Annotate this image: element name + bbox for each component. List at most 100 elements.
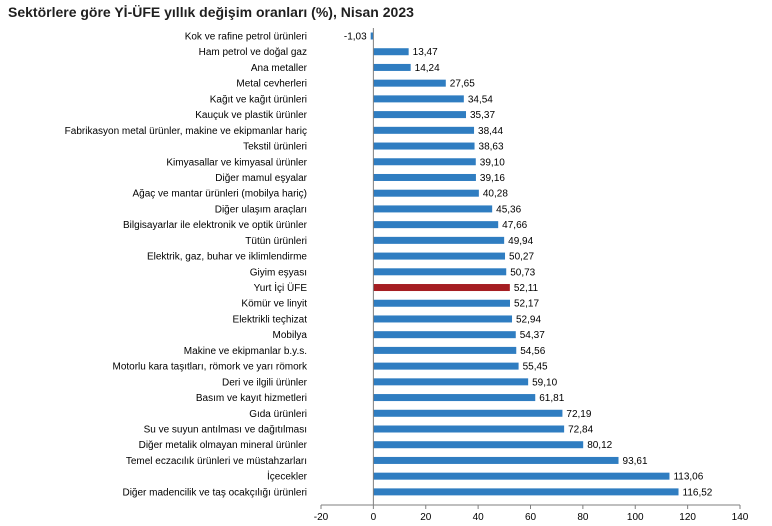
x-tick-label: 40 [473, 512, 485, 523]
category-label: Fabrikasyon metal ürünler, makine ve eki… [65, 126, 307, 137]
data-label: 61,81 [539, 393, 564, 404]
category-label: Diğer ulaşım araçları [215, 204, 307, 215]
data-label: 52,94 [516, 314, 541, 325]
data-label: 55,45 [523, 362, 548, 373]
bar [373, 236, 505, 244]
bar [373, 142, 475, 150]
bar [373, 315, 513, 323]
data-label: 34,54 [468, 94, 493, 105]
category-label: Yurt İçi ÜFE [254, 281, 308, 294]
x-tick-label: -20 [314, 512, 329, 523]
category-label: Kauçuk ve plastik ürünler [195, 110, 307, 121]
bar [373, 299, 510, 307]
data-label: 45,36 [496, 204, 521, 215]
category-label: Ağaç ve mantar ürünleri (mobilya hariç) [132, 189, 307, 200]
data-label: 49,94 [508, 236, 533, 247]
data-label: 38,44 [478, 126, 503, 137]
x-tick-label: 60 [525, 512, 537, 523]
bar [373, 95, 464, 103]
data-label: 80,12 [587, 440, 612, 451]
value-labels-group: -1,03 13,47 14,24 27,65 34,54 35,37 38,44 38,63… [344, 32, 713, 499]
x-tick-label: 20 [420, 512, 432, 523]
category-label: Su ve suyun antılması ve dağıtılması [144, 425, 307, 436]
category-label: Metal cevherleri [236, 79, 307, 90]
category-label: Gıda ürünleri [249, 409, 307, 420]
category-label: Tekstil ürünleri [243, 142, 307, 153]
data-label: 13,47 [413, 47, 438, 58]
data-label: 14,24 [415, 63, 440, 74]
bar [370, 32, 374, 40]
x-tick-label: 140 [732, 512, 749, 523]
data-label: 35,37 [470, 110, 495, 121]
bar [373, 346, 517, 354]
bar [373, 378, 529, 386]
data-label: 50,27 [509, 252, 534, 263]
bar [373, 189, 479, 197]
x-tick-label: 100 [627, 512, 644, 523]
data-label: 72,84 [568, 425, 593, 436]
data-label: 40,28 [483, 189, 508, 200]
category-label: Giyim eşyası [250, 267, 307, 278]
data-label: 72,19 [566, 409, 591, 420]
bar [373, 205, 493, 213]
data-label: 54,37 [520, 330, 545, 341]
bar-highlight [373, 284, 510, 292]
category-label: Ana metaller [251, 63, 308, 74]
bar [373, 362, 519, 370]
category-label: Kömür ve linyit [241, 299, 307, 310]
bar [373, 425, 565, 433]
bar [373, 472, 670, 480]
category-label: Ham petrol ve doğal gaz [199, 47, 307, 58]
category-label: Temel eczacılık ürünleri ve müstahzarlar… [126, 456, 307, 467]
x-axis: -20 0 20 40 60 80 100 120 140 [314, 28, 749, 523]
data-label: 38,63 [479, 142, 504, 153]
bar [373, 111, 467, 119]
bar [373, 394, 536, 402]
category-label: Kağıt ve kağıt ürünleri [210, 94, 307, 105]
data-label: 47,66 [502, 220, 527, 231]
category-label: Makine ve ekipmanlar b.y.s. [184, 346, 307, 357]
x-tick-label: 0 [371, 512, 377, 523]
bar [373, 126, 475, 134]
category-label: Diğer metalik olmayan mineral ürünler [139, 440, 308, 451]
bar [373, 456, 619, 464]
category-label: İçecekler [267, 470, 308, 483]
data-label: 54,56 [520, 346, 545, 357]
bar [373, 252, 506, 260]
data-label: 27,65 [450, 79, 475, 90]
category-label: Bilgisayarlar ile elektronik ve optik ür… [123, 220, 308, 231]
category-label: Tütün ürünleri [245, 236, 307, 247]
bar [373, 268, 507, 276]
category-label: Basım ve kayıt hizmetleri [196, 393, 307, 404]
bar [373, 331, 516, 339]
bars-group [370, 32, 679, 496]
bar [373, 409, 563, 417]
data-label: 52,17 [514, 299, 539, 310]
category-label: Kok ve rafine petrol ürünleri [185, 32, 307, 43]
category-label: Diğer madencilik ve taş ocakçılığı ürünl… [122, 487, 307, 498]
category-label: Elektrikli teçhizat [233, 314, 308, 325]
category-label: Deri ve ilgili ürünler [222, 377, 308, 388]
x-tick-label: 120 [679, 512, 696, 523]
bar [373, 488, 679, 496]
category-label: Motorlu kara taşıtları, römork ve yarı r… [113, 362, 308, 373]
data-label: 59,10 [532, 377, 557, 388]
bar [373, 48, 409, 56]
bar [373, 173, 476, 181]
category-label: Diğer mamul eşyalar [215, 173, 307, 184]
bar [373, 158, 476, 166]
category-label: Elektrik, gaz, buhar ve iklimlendirme [147, 252, 307, 263]
data-label: 39,16 [480, 173, 505, 184]
bar [373, 441, 584, 449]
bar [373, 79, 446, 87]
chart-title: Sektörlere göre Yİ-ÜFE yıllık değişim or… [8, 4, 414, 20]
category-label: Mobilya [273, 330, 308, 341]
data-label: 93,61 [623, 456, 648, 467]
category-label: Kimyasallar ve kimyasal ürünler [166, 157, 307, 168]
data-label: 39,10 [480, 157, 505, 168]
data-label: 52,11 [514, 283, 539, 294]
data-label: -1,03 [344, 32, 367, 43]
x-tick-label: 80 [577, 512, 589, 523]
bar [373, 221, 499, 229]
